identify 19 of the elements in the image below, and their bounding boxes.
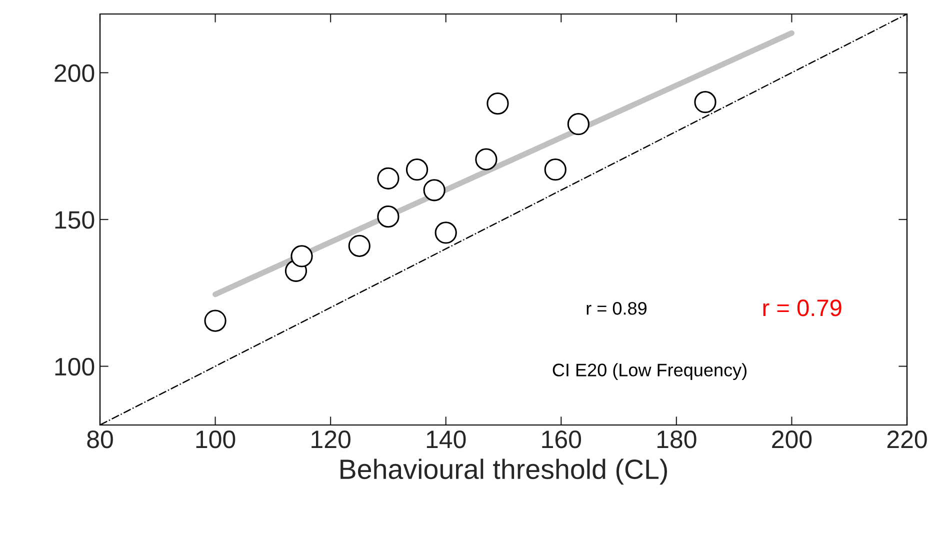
point [290,245,313,268]
y-tick-label: 100 [55,358,94,376]
x-tick-label: 100 [196,430,236,448]
x-tick-label: 80 [87,430,113,448]
y-tick-label: 200 [54,64,94,82]
point [377,206,400,228]
annotation: r = 0.89 [586,302,646,315]
x-tick-label: 120 [312,430,350,448]
x-tick-label: 200 [772,430,812,448]
x-tick-label: 140 [426,430,466,448]
x-tick-label: 160 [542,430,582,448]
y-tick-label: 150 [55,211,94,229]
x-tick-label: 220 [887,430,927,448]
annotation: CI E20 (Low Frequency) [552,363,746,380]
x-axis-title: Behavioural threshold (CL) [340,458,667,485]
annotation: r = 0.79 [763,300,842,316]
x-tick-label: 180 [657,430,696,448]
point [567,113,590,136]
point [423,179,446,202]
